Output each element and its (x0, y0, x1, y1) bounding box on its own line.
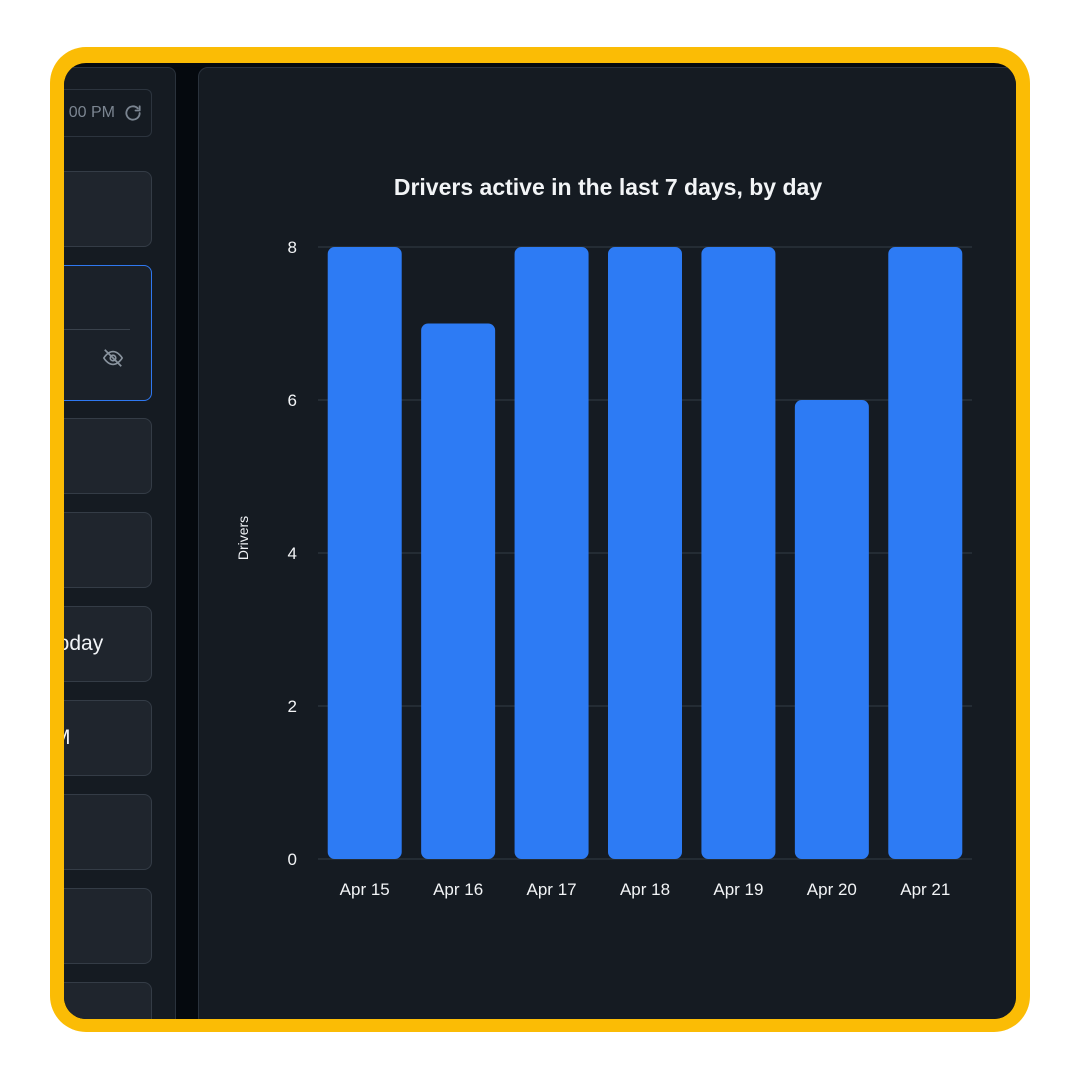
left-card-6[interactable]: PM (64, 700, 152, 776)
y-tick-label: 8 (288, 238, 297, 257)
left-card-2-active[interactable] (64, 265, 152, 401)
left-card-9[interactable] (64, 982, 152, 1019)
x-tick-label: Apr 16 (433, 880, 483, 899)
left-card-8[interactable] (64, 888, 152, 964)
bar[interactable] (514, 247, 589, 859)
y-tick-label: 4 (288, 544, 297, 563)
x-tick-label: Apr 15 (340, 880, 390, 899)
time-text: 00 PM (68, 104, 115, 121)
y-tick-label: 0 (288, 850, 297, 869)
left-card-4[interactable] (64, 512, 152, 588)
bar[interactable] (421, 323, 496, 860)
refresh-icon[interactable] (123, 103, 143, 123)
left-card-5[interactable]: ) today (64, 606, 152, 682)
card-divider (64, 329, 130, 330)
bar[interactable] (794, 400, 869, 859)
x-tick-label: Apr 21 (900, 880, 950, 899)
bar[interactable] (701, 247, 776, 859)
left-card-1[interactable] (64, 171, 152, 247)
left-card-3[interactable] (64, 418, 152, 494)
chart-title: Drivers active in the last 7 days, by da… (393, 174, 823, 200)
y-tick-label: 2 (288, 697, 297, 716)
y-tick-label: 6 (288, 391, 297, 410)
left-card-7[interactable]: ay (64, 794, 152, 870)
x-tick-label: Apr 17 (527, 880, 577, 899)
app-screen: 00 PM ) today PM ay Drivers active in th… (64, 63, 1016, 1019)
time-selector[interactable]: 00 PM (64, 89, 152, 137)
chart-panel: Drivers active in the last 7 days, by da… (198, 67, 1016, 1019)
bar[interactable] (888, 247, 963, 859)
eye-off-icon[interactable] (102, 347, 124, 369)
x-tick-label: Apr 18 (620, 880, 670, 899)
bar[interactable] (327, 247, 402, 859)
x-tick-label: Apr 19 (713, 880, 763, 899)
x-tick-label: Apr 20 (807, 880, 857, 899)
bar[interactable] (608, 247, 682, 859)
bar-chart: 0 2 4 6 8 Apr 15 Apr 16 Apr 17 Apr 18 Apr 19 Apr 2… (288, 238, 972, 899)
